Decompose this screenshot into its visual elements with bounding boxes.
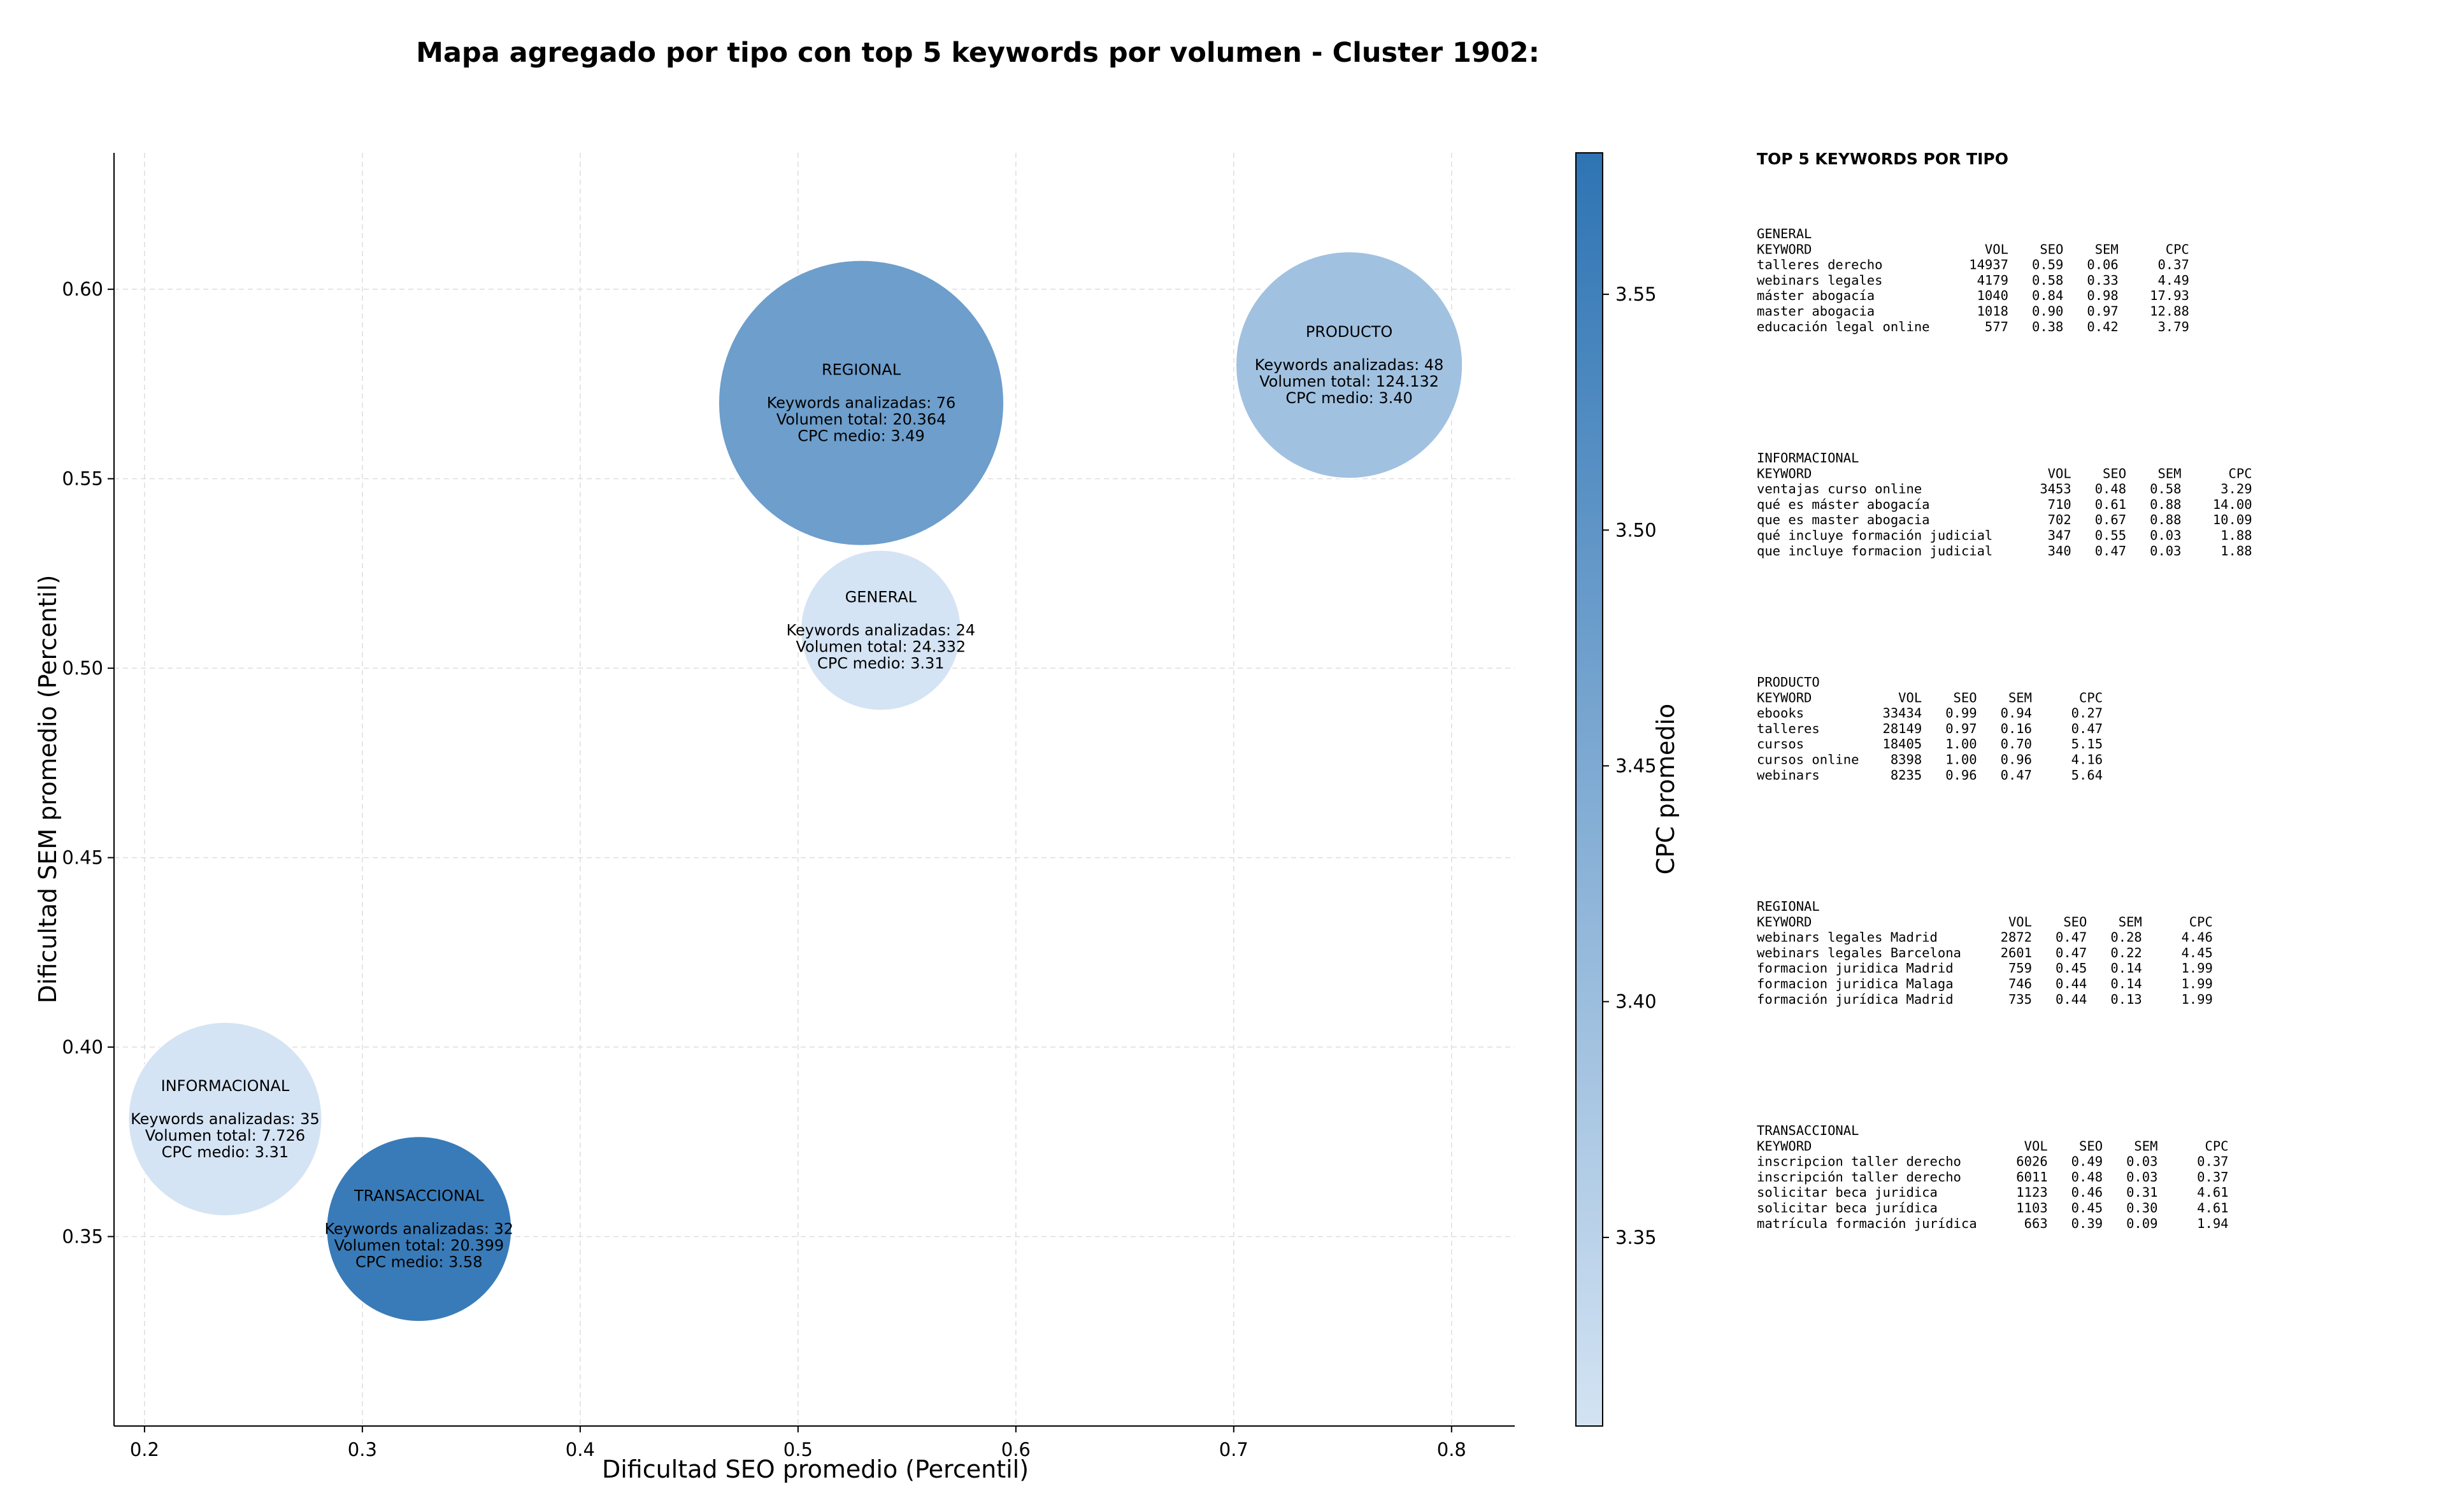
- y-tick-label: 0.45: [62, 847, 103, 869]
- y-axis-ticks: 0.35 0.40 0.45 0.50 0.55 0.60: [62, 278, 114, 1248]
- table-row: webinars legales Madrid 2872 0.47 0.28 4…: [1757, 930, 2213, 945]
- table-column-header: KEYWORD VOL SEO SEM CPC: [1757, 690, 2103, 705]
- y-tick-label: 0.40: [62, 1036, 103, 1058]
- table-row: cursos online 8398 1.00 0.96 4.16: [1757, 752, 2103, 767]
- bubble-producto: [1235, 251, 1464, 480]
- colorbar-tick-label: 3.45: [1615, 755, 1657, 776]
- table-section-title: GENERAL: [1757, 226, 1812, 241]
- bubble-label-line: CPC medio: 3.58: [355, 1253, 483, 1271]
- bubble-label-line: Volumen total: 124.132: [1259, 373, 1439, 390]
- table-row: inscripcion taller derecho 6026 0.49 0.0…: [1757, 1154, 2229, 1169]
- bubble-label-line: INFORMACIONAL: [161, 1077, 290, 1095]
- table-row: qué es máster abogacía 710 0.61 0.88 14.…: [1757, 497, 2252, 512]
- table-row: inscripción taller derecho 6011 0.48 0.0…: [1757, 1169, 2229, 1185]
- colorbar: [1575, 152, 1603, 1427]
- table-row: webinars 8235 0.96 0.47 5.64: [1757, 767, 2103, 783]
- colorbar-label: CPC promedio: [1652, 704, 1680, 875]
- table-row: que incluye formacion judicial 340 0.47 …: [1757, 543, 2252, 559]
- table-row: formacion juridica Madrid 759 0.45 0.14 …: [1757, 960, 2213, 976]
- bubble-label-line: Volumen total: 20.399: [334, 1237, 504, 1255]
- bubble-label-line: CPC medio: 3.31: [162, 1143, 289, 1161]
- chart-title: Mapa agregado por tipo con top 5 keyword…: [416, 37, 1540, 69]
- bubble-label-line: TRANSACCIONAL: [354, 1187, 484, 1205]
- table-row: máster abogacía 1040 0.84 0.98 17.93: [1757, 288, 2189, 303]
- bubble-informacional: [127, 1022, 323, 1217]
- table-row: solicitar beca juridica 1123 0.46 0.31 4…: [1757, 1185, 2229, 1200]
- bubble-label-line: REGIONAL: [822, 361, 901, 379]
- bubbles: [127, 251, 1464, 1323]
- colorbar-tick-label: 3.50: [1615, 519, 1657, 541]
- x-tick-label: 0.2: [130, 1439, 159, 1460]
- bubble-label-line: Volumen total: 20.364: [776, 411, 947, 429]
- bubble-label-line: CPC medio: 3.49: [797, 427, 925, 445]
- bubble-label-line: Keywords analizadas: 76: [767, 394, 956, 412]
- x-tick-label: 0.6: [1001, 1439, 1031, 1460]
- bubble-label-line: Keywords analizadas: 35: [131, 1110, 320, 1128]
- table-row: que es master abogacia 702 0.67 0.88 10.…: [1757, 512, 2252, 527]
- y-axis-label: Dificultad SEM promedio (Percentil): [34, 575, 62, 1004]
- table-row: webinars legales Barcelona 2601 0.47 0.2…: [1757, 945, 2213, 960]
- bubble-transaccional: [325, 1136, 513, 1323]
- table-row: formación jurídica Madrid 735 0.44 0.13 …: [1757, 992, 2213, 1007]
- bubble-label-line: CPC medio: 3.31: [817, 655, 945, 673]
- table-column-header: KEYWORD VOL SEO SEM CPC: [1757, 241, 2189, 257]
- bubble-regional: [717, 259, 1005, 546]
- table-header: TOP 5 KEYWORDS POR TIPO: [1757, 150, 2008, 168]
- table-row: webinars legales 4179 0.58 0.33 4.49: [1757, 273, 2189, 288]
- x-axis-label: Dificultad SEO promedio (Percentil): [602, 1455, 1029, 1483]
- colorbar-tick-label: 3.35: [1615, 1227, 1657, 1248]
- table-row: ebooks 33434 0.99 0.94 0.27: [1757, 706, 2103, 721]
- table-column-header: KEYWORD VOL SEO SEM CPC: [1757, 914, 2213, 929]
- bubble-label-line: Volumen total: 24.332: [796, 638, 966, 656]
- table-row: ventajas curso online 3453 0.48 0.58 3.2…: [1757, 481, 2252, 497]
- x-axis-ticks: 0.2 0.3 0.4 0.5 0.6 0.7 0.8: [130, 1426, 1466, 1460]
- table-row: talleres 28149 0.97 0.16 0.47: [1757, 721, 2103, 736]
- table-section-title: INFORMACIONAL: [1757, 450, 1859, 466]
- table-row: talleres derecho 14937 0.59 0.06 0.37: [1757, 257, 2189, 273]
- table-column-header: KEYWORD VOL SEO SEM CPC: [1757, 466, 2252, 481]
- x-tick-label: 0.8: [1437, 1439, 1466, 1460]
- bubble-label-line: Keywords analizadas: 24: [787, 622, 976, 639]
- table-row: educación legal online 577 0.38 0.42 3.7…: [1757, 319, 2189, 334]
- bubble-label-line: Keywords analizadas: 32: [324, 1220, 513, 1238]
- bubble-label-line: Keywords analizadas: 48: [1255, 356, 1444, 374]
- x-tick-label: 0.5: [783, 1439, 813, 1460]
- x-tick-label: 0.3: [348, 1439, 377, 1460]
- table-row: cursos 18405 1.00 0.70 5.15: [1757, 736, 2103, 752]
- bubble-label-line: CPC medio: 3.40: [1285, 389, 1413, 407]
- table-section-title: TRANSACCIONAL: [1757, 1123, 1859, 1138]
- bubble-label-line: GENERAL: [845, 588, 917, 606]
- colorbar-ticks: 3.35 3.40 3.45 3.50 3.55: [1603, 283, 1657, 1248]
- table-row: master abogacia 1018 0.90 0.97 12.88: [1757, 304, 2189, 319]
- table-column-header: KEYWORD VOL SEO SEM CPC: [1757, 1138, 2229, 1153]
- y-tick-label: 0.55: [62, 468, 103, 490]
- colorbar-tick-label: 3.55: [1615, 283, 1657, 305]
- table-row: solicitar beca jurídica 1103 0.45 0.30 4…: [1757, 1201, 2229, 1216]
- table-row: formacion juridica Malaga 746 0.44 0.14 …: [1757, 976, 2213, 992]
- table-row: qué incluye formación judicial 347 0.55 …: [1757, 528, 2252, 543]
- table-row: matrícula formación jurídica 663 0.39 0.…: [1757, 1216, 2229, 1231]
- y-tick-label: 0.50: [62, 657, 103, 679]
- bubble-label-line: PRODUCTO: [1306, 323, 1392, 341]
- table-section-title: REGIONAL: [1757, 899, 1820, 914]
- bubble-general: [799, 549, 962, 711]
- table-section-title: PRODUCTO: [1757, 674, 1820, 690]
- bubble-label-line: Volumen total: 7.726: [145, 1127, 305, 1145]
- x-tick-label: 0.7: [1219, 1439, 1248, 1460]
- colorbar-tick-label: 3.40: [1615, 991, 1657, 1013]
- y-tick-label: 0.35: [62, 1226, 103, 1248]
- y-tick-label: 0.60: [62, 278, 103, 300]
- x-tick-label: 0.4: [566, 1439, 595, 1460]
